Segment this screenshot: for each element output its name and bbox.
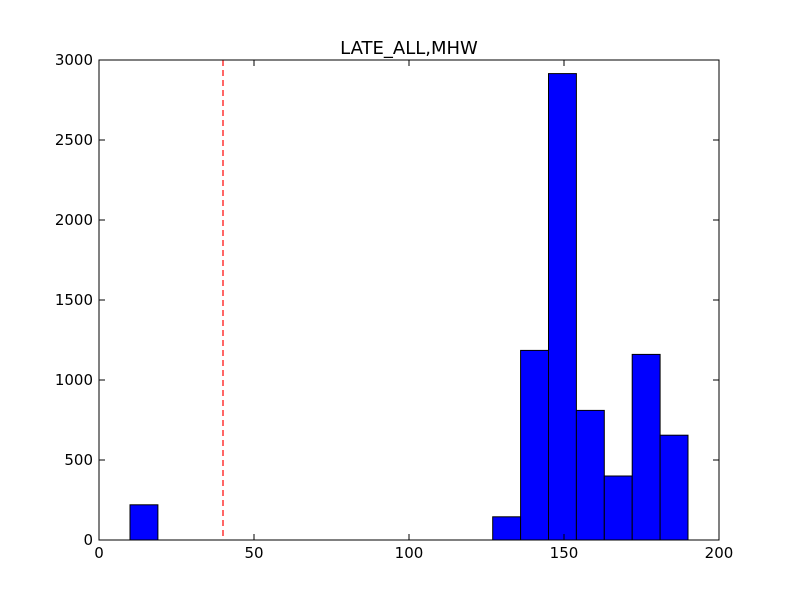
- x-tick-label: 0: [94, 544, 104, 562]
- chart-title: LATE_ALL,MHW: [340, 38, 478, 59]
- bars-group: [129, 73, 689, 541]
- y-tick-label: 2500: [55, 131, 93, 149]
- y-tick-label: 500: [64, 451, 93, 469]
- histogram-bar-4: [548, 73, 577, 541]
- x-tick-label: 50: [244, 544, 263, 562]
- y-tick-label: 3000: [55, 51, 93, 69]
- histogram-bar-5: [575, 409, 605, 541]
- x-axis-ticks: 0 50 100 150 200: [94, 60, 733, 562]
- y-tick-label: 0: [83, 531, 93, 549]
- y-tick-label: 2000: [55, 211, 93, 229]
- y-tick-label: 1000: [55, 371, 93, 389]
- x-tick-label: 100: [395, 544, 424, 562]
- histogram-bar-7: [631, 353, 661, 541]
- histogram-bar-8: [659, 434, 689, 541]
- x-tick-label: 150: [550, 544, 579, 562]
- histogram-bar-1: [129, 504, 159, 541]
- histogram-bar-2: [492, 516, 522, 541]
- x-tick-label: 200: [705, 544, 734, 562]
- y-axis-ticks: 0 500 1000 1500 2000 2500 3000: [55, 51, 719, 549]
- histogram-bar-6: [603, 475, 633, 541]
- y-tick-label: 1500: [55, 291, 93, 309]
- histogram-bar-3: [520, 349, 549, 541]
